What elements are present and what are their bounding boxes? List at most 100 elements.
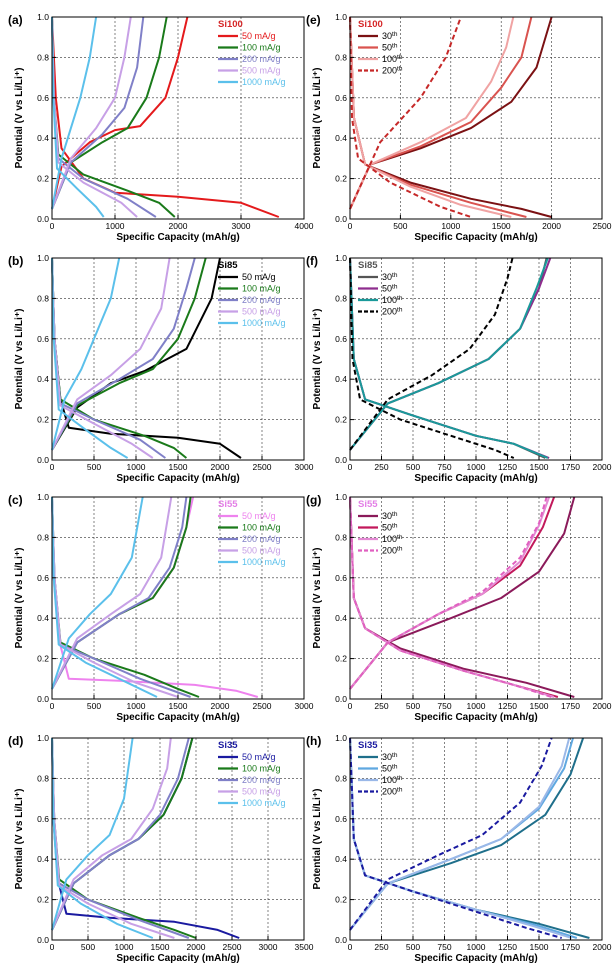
x-axis-label: Specific Capacity (mAh/g)	[414, 712, 537, 723]
x-tick-label: 1250	[498, 462, 517, 472]
x-tick-label: 2000	[593, 462, 612, 472]
y-tick-label: 0.4	[37, 854, 49, 864]
panel-label: (c)	[8, 493, 23, 507]
legend-entry: 50 mA/g	[242, 272, 276, 282]
series-line-charge	[51, 16, 98, 210]
x-tick-label: 500	[87, 462, 101, 472]
series-line-discharge	[349, 737, 573, 939]
x-tick-label: 0	[50, 942, 55, 952]
grid	[52, 497, 304, 699]
series-line-discharge	[51, 257, 154, 459]
series-line-charge	[51, 257, 121, 451]
y-tick-label: 0.8	[335, 532, 347, 542]
panel-label: (a)	[8, 13, 23, 27]
series-line-charge	[51, 737, 194, 931]
x-tick-label: 1000	[467, 942, 486, 952]
legend-entry: 100 mA/g	[242, 764, 281, 774]
legend-entry: 1000 mA/g	[242, 557, 286, 567]
x-tick-label: 750	[437, 701, 451, 711]
series-line-charge	[51, 496, 192, 690]
y-tick-label: 0.2	[37, 895, 49, 905]
series-200th	[349, 737, 562, 939]
panel-label: (e)	[306, 13, 321, 27]
y-tick-label: 0.0	[335, 455, 347, 465]
x-tick-label: 1750	[561, 701, 580, 711]
panel-label: (b)	[8, 254, 23, 268]
x-tick-label: 3000	[259, 942, 278, 952]
panel-label: (f)	[306, 254, 318, 268]
x-axis-label: Specific Capacity (mAh/g)	[116, 473, 239, 484]
x-tick-label: 1500	[151, 942, 170, 952]
x-tick-label: 2000	[187, 942, 206, 952]
x-axis-label: Specific Capacity (mAh/g)	[414, 232, 537, 243]
x-tick-label: 1000	[441, 221, 460, 231]
series-200th	[349, 257, 515, 459]
x-tick-label: 1250	[498, 701, 517, 711]
series-line-charge	[51, 257, 207, 451]
y-tick-label: 0.2	[335, 415, 347, 425]
series-line-charge	[51, 737, 194, 931]
series-line-charge	[349, 257, 548, 451]
y-tick-label: 0.0	[37, 214, 49, 224]
y-tick-label: 0.8	[335, 773, 347, 783]
series-line-discharge	[51, 16, 138, 218]
series-line-discharge	[51, 496, 200, 698]
panel-b: 0 500 1000 1500 2000 2500 3000 0.0 0.2 0.4 0.6 0.8 1…	[8, 253, 314, 484]
legend-entry: 200 mA/g	[242, 775, 281, 785]
x-tick-label: 0	[348, 942, 353, 952]
y-tick-label: 0.4	[37, 133, 49, 143]
y-tick-label: 0.0	[37, 455, 49, 465]
x-tick-label: 0	[348, 701, 353, 711]
y-tick-label: 0.8	[37, 52, 49, 62]
x-tick-label: 1000	[127, 462, 146, 472]
x-axis-label: Specific Capacity (mAh/g)	[414, 953, 537, 964]
legend-entry: 200th	[382, 307, 403, 317]
series-line-charge	[51, 496, 188, 690]
x-tick-label: 1500	[530, 462, 549, 472]
series-line-charge	[51, 257, 196, 451]
x-tick-label: 250	[374, 462, 388, 472]
series-line-charge	[349, 16, 462, 210]
x-tick-label: 500	[81, 942, 95, 952]
legend-entry: 200th	[382, 66, 403, 76]
legend-entry: 30th	[382, 272, 398, 282]
series-line-discharge	[51, 737, 190, 939]
y-axis-label: Potential (V vs Li/Li⁺)	[312, 548, 323, 649]
series-line-discharge	[349, 257, 549, 459]
series-100-ma-g	[51, 16, 176, 218]
x-axis-label: Specific Capacity (mAh/g)	[414, 473, 537, 484]
panel-c: 0 500 1000 1500 2000 2500 3000 0.0 0.2 0.4 0.6 0.8 1…	[8, 492, 314, 723]
y-tick-label: 0.2	[37, 654, 49, 664]
legend-entry: 100 mA/g	[242, 523, 281, 533]
series-line-charge	[51, 737, 172, 931]
y-tick-label: 0.4	[37, 613, 49, 623]
legend-entry: 50 mA/g	[242, 31, 276, 41]
series-1000-ma-g	[51, 257, 129, 459]
series-line-discharge	[51, 737, 154, 939]
x-tick-label: 3000	[295, 701, 314, 711]
panel-label: (h)	[306, 734, 321, 748]
x-tick-label: 2000	[211, 701, 230, 711]
x-tick-label: 1500	[530, 701, 549, 711]
x-tick-label: 2500	[223, 942, 242, 952]
legend-entry: 100th	[382, 295, 403, 305]
series-line-charge	[349, 496, 548, 690]
legend-entry: 100th	[382, 775, 403, 785]
x-tick-label: 1500	[169, 701, 188, 711]
y-axis-label: Potential (V vs Li/Li⁺)	[14, 548, 25, 649]
panel-d: 0 500 1000 1500 2000 2500 3000 3500 0.0 0.2 0.4 0.6…	[8, 733, 314, 964]
y-tick-label: 0.6	[335, 93, 347, 103]
x-tick-label: 2000	[593, 942, 612, 952]
x-tick-label: 500	[393, 221, 407, 231]
x-tick-label: 2000	[169, 221, 188, 231]
legend-title: Si100	[358, 19, 383, 30]
series-line-charge	[51, 737, 134, 931]
y-tick-label: 0.4	[335, 613, 347, 623]
x-tick-label: 2000	[593, 701, 612, 711]
series-200th	[349, 16, 472, 218]
legend-title: Si35	[358, 740, 378, 751]
y-tick-label: 0.2	[335, 895, 347, 905]
x-tick-label: 1250	[498, 942, 517, 952]
